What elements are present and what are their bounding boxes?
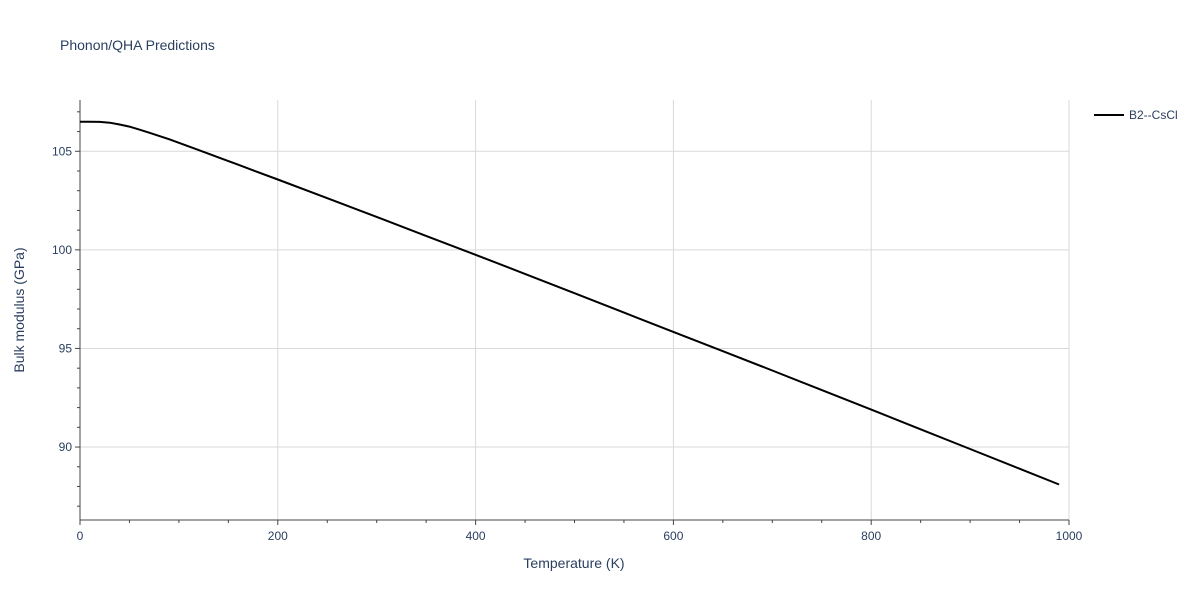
x-tick-label: 600 bbox=[663, 529, 683, 543]
axes: 0 200 400 600 800 1000 90 95 100 105 bbox=[52, 100, 1083, 543]
grid bbox=[80, 100, 1070, 520]
y-axis-title: Bulk modulus (GPa) bbox=[11, 247, 27, 372]
chart-title: Phonon/QHA Predictions bbox=[60, 37, 215, 53]
y-tick-label: 105 bbox=[52, 144, 72, 158]
y-tick-label: 95 bbox=[59, 341, 73, 355]
legend[interactable]: B2--CsCl bbox=[1094, 108, 1178, 122]
x-tick-label: 800 bbox=[861, 529, 881, 543]
x-tick-label: 1000 bbox=[1056, 529, 1083, 543]
series-line-b2-cscl[interactable] bbox=[80, 120, 1060, 486]
x-axis-title: Temperature (K) bbox=[523, 555, 624, 571]
x-tick-label: 200 bbox=[268, 529, 288, 543]
x-tick-label: 400 bbox=[466, 529, 486, 543]
legend-label-b2-cscl: B2--CsCl bbox=[1129, 108, 1178, 122]
x-tick-label: 0 bbox=[77, 529, 84, 543]
plot-area bbox=[80, 120, 1060, 486]
y-tick-label: 100 bbox=[52, 243, 72, 257]
y-tick-label: 90 bbox=[59, 440, 73, 454]
